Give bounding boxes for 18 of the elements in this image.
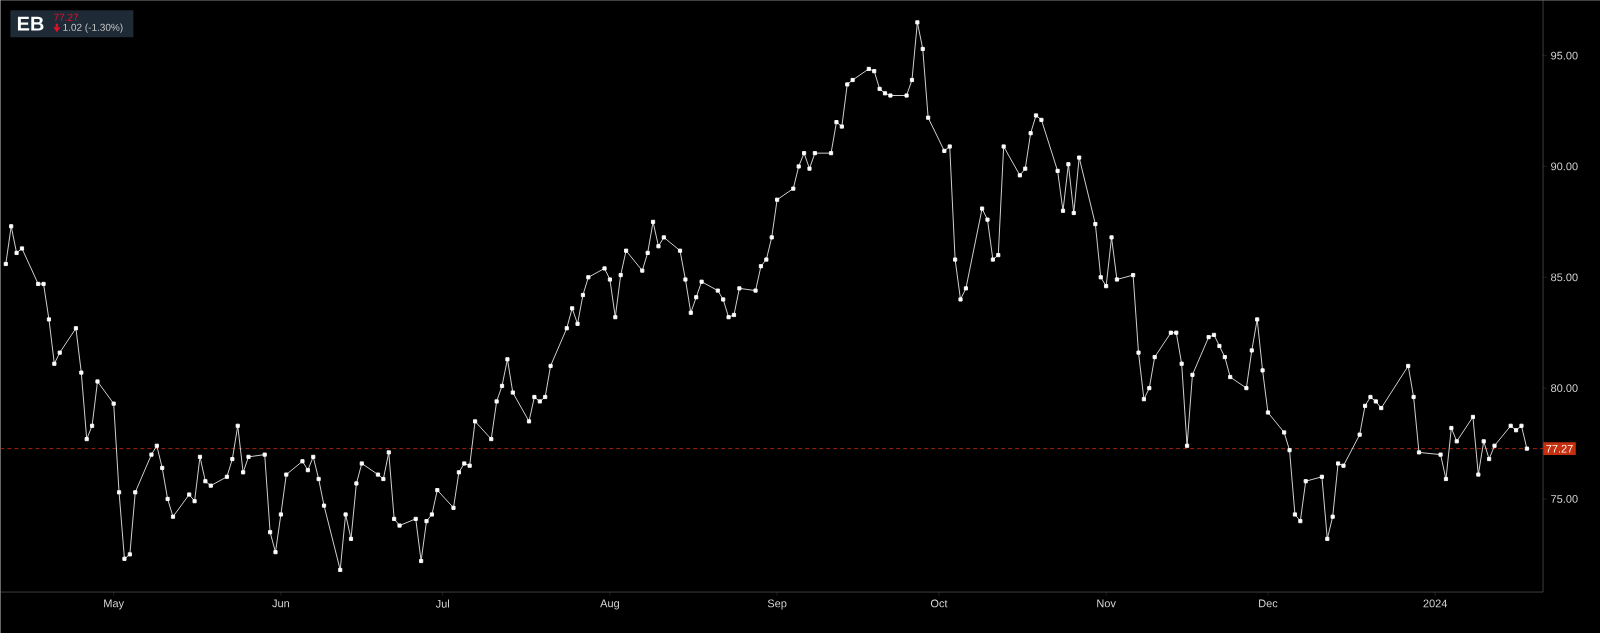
annotation: 77.27 bbox=[54, 13, 79, 21]
y-tick-label: 95.00 bbox=[1551, 51, 1578, 60]
x-tick-label: Nov bbox=[1097, 599, 1116, 608]
y-tick-label: 90.00 bbox=[1551, 162, 1578, 171]
x-tick-label: May bbox=[104, 599, 125, 610]
x-tick-label: 2024 bbox=[1423, 599, 1448, 608]
y-tick-label: 85.00 bbox=[1551, 273, 1578, 282]
annotation: 1.02 (-1.30%) bbox=[63, 23, 123, 33]
x-tick-label: Jul bbox=[435, 599, 449, 608]
ref-line-label: 77.27 bbox=[1546, 444, 1573, 453]
x-tick-label: Oct bbox=[930, 599, 948, 608]
x-tick-label: Sep bbox=[767, 599, 787, 610]
x-tick-label: Dec bbox=[1259, 599, 1278, 608]
y-tick-label: 80.00 bbox=[1551, 384, 1578, 392]
x-tick-label: Jun bbox=[272, 599, 290, 608]
x-tick-label: Aug bbox=[600, 599, 619, 610]
y-tick-label: 75.00 bbox=[1551, 495, 1578, 503]
annotation: EB bbox=[17, 16, 44, 31]
